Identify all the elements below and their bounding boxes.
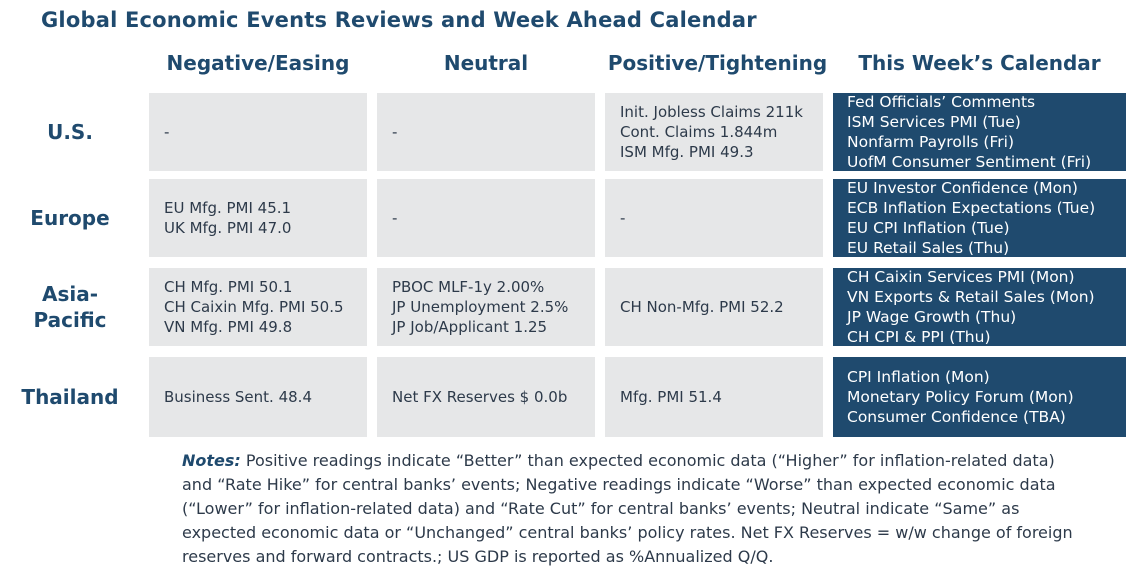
column-header-negative: Negative/Easing bbox=[166, 51, 350, 75]
cell-line: - bbox=[620, 209, 626, 227]
cell-line: PBOC MLF-1y 2.00% bbox=[392, 278, 545, 296]
column-header-neutral: Neutral bbox=[443, 51, 529, 75]
calendar-line: Monetary Policy Forum (Mon) bbox=[847, 388, 1074, 406]
notes-label: Notes: bbox=[182, 451, 241, 470]
cell-line: EU Mfg. PMI 45.1 bbox=[164, 199, 292, 217]
notes-text: Positive readings indicate “Better” than… bbox=[182, 451, 1073, 566]
calendar-line: EU Retail Sales (Thu) bbox=[847, 239, 1010, 257]
cell-thailand-negative: Business Sent. 48.4 bbox=[149, 357, 367, 437]
cell-line: Net FX Reserves $ 0.0b bbox=[392, 388, 568, 406]
cell-line: UK Mfg. PMI 47.0 bbox=[164, 219, 292, 237]
cell-line: VN Mfg. PMI 49.8 bbox=[164, 318, 293, 336]
cell-europe-positive: - bbox=[605, 179, 823, 257]
calendar-line: EU CPI Inflation (Tue) bbox=[847, 219, 1010, 237]
cell-line: Mfg. PMI 51.4 bbox=[620, 388, 722, 406]
calendar-line: CH Caixin Services PMI (Mon) bbox=[847, 268, 1075, 286]
row-header-thailand: Thailand bbox=[21, 385, 119, 409]
calendar-thailand: CPI Inflation (Mon) Monetary Policy Foru… bbox=[833, 357, 1126, 437]
calendar-europe: EU Investor Confidence (Mon) ECB Inflati… bbox=[833, 179, 1126, 257]
row-header-line: Asia- bbox=[41, 282, 99, 306]
calendar-line: Consumer Confidence (TBA) bbox=[847, 408, 1066, 426]
cell-line: JP Job/Applicant 1.25 bbox=[392, 318, 548, 336]
cell-asia-neutral: PBOC MLF-1y 2.00% JP Unemployment 2.5% J… bbox=[377, 268, 595, 346]
cell-line: - bbox=[392, 209, 398, 227]
calendar-line: VN Exports & Retail Sales (Mon) bbox=[847, 288, 1095, 306]
cell-line: JP Unemployment 2.5% bbox=[392, 298, 569, 316]
cell-line: - bbox=[392, 123, 398, 141]
cell-line: - bbox=[164, 123, 170, 141]
column-header-calendar: This Week’s Calendar bbox=[858, 51, 1101, 75]
cell-line: Cont. Claims 1.844m bbox=[620, 123, 778, 141]
cell-europe-negative: EU Mfg. PMI 45.1 UK Mfg. PMI 47.0 bbox=[149, 179, 367, 257]
cell-us-positive: Init. Jobless Claims 211k Cont. Claims 1… bbox=[605, 93, 823, 171]
cell-line: CH Non-Mfg. PMI 52.2 bbox=[620, 298, 784, 316]
cell-line: Init. Jobless Claims 211k bbox=[620, 103, 803, 121]
calendar-line: CH CPI & PPI (Thu) bbox=[847, 328, 991, 346]
page-title: Global Economic Events Reviews and Week … bbox=[41, 8, 757, 32]
column-header-positive: Positive/Tightening bbox=[607, 51, 828, 75]
calendar-line: UofM Consumer Sentiment (Fri) bbox=[847, 153, 1092, 171]
calendar-line: ECB Inflation Expectations (Tue) bbox=[847, 199, 1096, 217]
row-header-line: Pacific bbox=[33, 308, 107, 332]
calendar-line: Fed Officials’ Comments bbox=[847, 93, 1036, 111]
cell-us-negative: - bbox=[149, 93, 367, 171]
calendar-us: Fed Officials’ Comments ISM Services PMI… bbox=[833, 93, 1126, 171]
cell-us-neutral: - bbox=[377, 93, 595, 171]
cell-europe-neutral: - bbox=[377, 179, 595, 257]
calendar-asia-pacific: CH Caixin Services PMI (Mon) VN Exports … bbox=[833, 268, 1126, 346]
cell-thailand-neutral: Net FX Reserves $ 0.0b bbox=[377, 357, 595, 437]
row-header-us: U.S. bbox=[47, 120, 93, 144]
calendar-line: EU Investor Confidence (Mon) bbox=[847, 179, 1078, 197]
cell-line: CH Caixin Mfg. PMI 50.5 bbox=[164, 298, 344, 316]
row-header-asia-pacific: Asia- Pacific bbox=[0, 268, 140, 346]
calendar-line: CPI Inflation (Mon) bbox=[847, 368, 990, 386]
calendar-line: Nonfarm Payrolls (Fri) bbox=[847, 133, 1014, 151]
cell-asia-positive: CH Non-Mfg. PMI 52.2 bbox=[605, 268, 823, 346]
row-header-europe: Europe bbox=[30, 206, 110, 230]
cell-line: CH Mfg. PMI 50.1 bbox=[164, 278, 293, 296]
calendar-line: JP Wage Growth (Thu) bbox=[847, 308, 1017, 326]
calendar-line: ISM Services PMI (Tue) bbox=[847, 113, 1021, 131]
cell-line: Business Sent. 48.4 bbox=[164, 388, 312, 406]
cell-asia-negative: CH Mfg. PMI 50.1 CH Caixin Mfg. PMI 50.5… bbox=[149, 268, 367, 346]
cell-line: ISM Mfg. PMI 49.3 bbox=[620, 143, 754, 161]
cell-thailand-positive: Mfg. PMI 51.4 bbox=[605, 357, 823, 437]
notes-paragraph: Notes: Positive readings indicate “Bette… bbox=[182, 449, 1082, 569]
